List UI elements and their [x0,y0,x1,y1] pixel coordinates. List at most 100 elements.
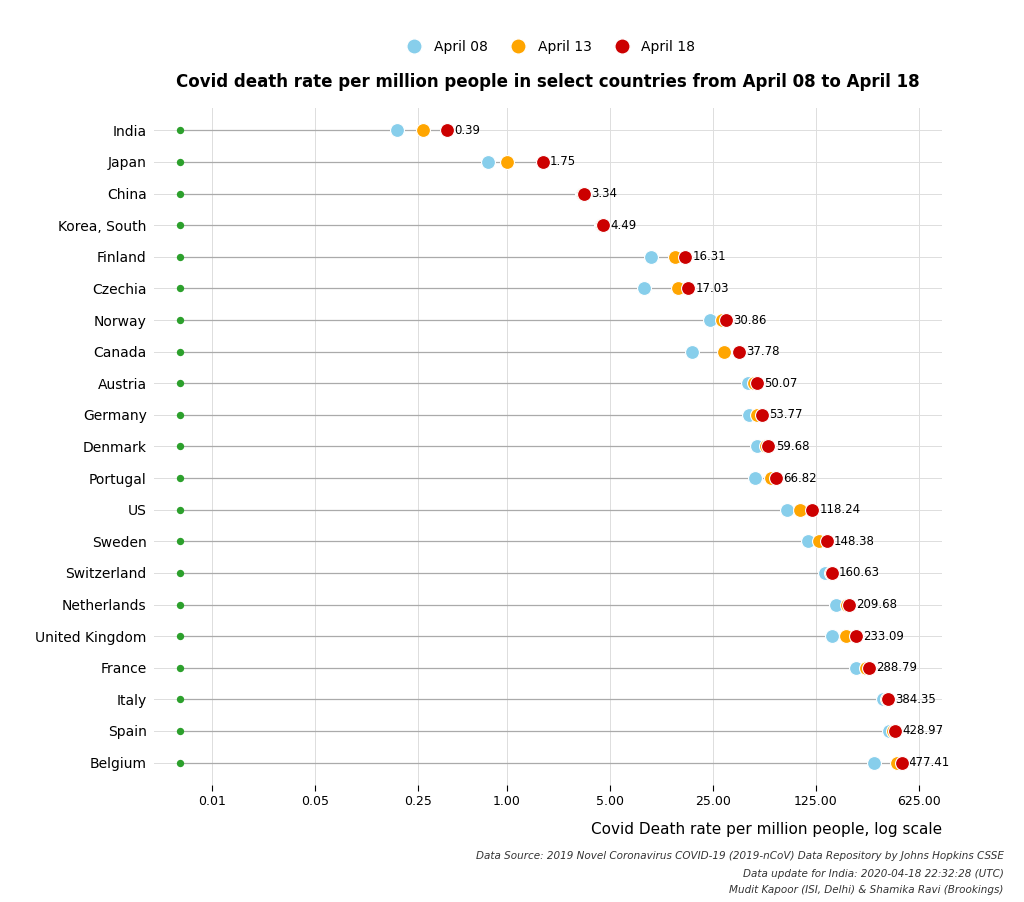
Point [841,597,857,612]
Point [745,376,762,391]
Text: 53.77: 53.77 [769,409,803,421]
Text: 4.49: 4.49 [610,218,637,232]
Point [636,281,652,296]
Point [823,566,840,580]
Point [171,124,187,138]
Point [171,408,187,422]
Text: 1.75: 1.75 [550,155,577,169]
Point [593,218,609,233]
Point [760,439,776,454]
Text: 160.63: 160.63 [839,566,880,579]
Point [171,502,187,517]
Point [887,723,903,738]
Point [811,534,827,548]
Point [171,597,187,612]
Point [702,313,719,327]
Point [499,155,515,170]
Text: 477.41: 477.41 [908,756,950,769]
Text: 30.86: 30.86 [733,314,767,327]
Legend: April 08, April 13, April 18: April 08, April 13, April 18 [394,34,701,60]
Point [171,281,187,296]
Point [848,629,864,643]
Point [575,187,592,201]
Text: 118.24: 118.24 [819,503,860,516]
Point [848,660,864,675]
Point [823,629,840,643]
Point [171,723,187,738]
Title: Covid death rate per million people in select countries from April 08 to April 1: Covid death rate per million people in s… [176,73,920,91]
Point [893,755,909,769]
Point [749,376,765,391]
Point [879,692,895,706]
Point [714,313,730,327]
Point [595,218,611,233]
Point [171,534,187,548]
Point [731,345,748,359]
Text: Mudit Kapoor (ISI, Delhi) & Shamika Ravi (Brookings): Mudit Kapoor (ISI, Delhi) & Shamika Ravi… [729,885,1004,895]
Point [857,660,873,675]
Point [171,692,187,706]
Point [575,187,592,201]
Text: 233.09: 233.09 [863,630,904,642]
Point [800,534,816,548]
Text: 209.68: 209.68 [856,598,897,611]
Text: 16.31: 16.31 [692,251,726,263]
Point [839,597,855,612]
Point [171,566,187,580]
Point [804,502,820,517]
Text: 288.79: 288.79 [877,661,918,675]
Point [885,723,901,738]
Point [817,566,834,580]
Point [739,376,756,391]
Point [389,124,406,138]
Point [880,692,896,706]
Point [677,250,693,264]
Point [749,408,765,422]
Point [171,313,187,327]
Point [171,660,187,675]
Point [818,534,835,548]
Point [171,345,187,359]
Point [438,124,455,138]
Text: 37.78: 37.78 [746,345,780,358]
Text: 59.68: 59.68 [776,440,809,453]
Point [480,155,497,170]
Text: 428.97: 428.97 [902,724,943,738]
Point [838,629,854,643]
Point [415,124,431,138]
Point [171,755,187,769]
Text: 384.35: 384.35 [895,693,936,706]
Point [171,155,187,170]
Point [881,723,897,738]
Point [680,281,696,296]
Point [667,250,683,264]
Point [828,597,845,612]
Text: Data update for India: 2020-04-18 22:32:28 (UTC): Data update for India: 2020-04-18 22:32:… [742,869,1004,879]
Point [718,313,734,327]
Point [171,218,187,233]
Text: 3.34: 3.34 [591,187,617,200]
Point [746,471,763,485]
Point [754,408,770,422]
Point [876,692,892,706]
Point [171,439,187,454]
Point [792,502,808,517]
Text: 0.39: 0.39 [454,124,480,137]
Point [684,345,700,359]
Point [889,755,905,769]
Point [643,250,659,264]
Point [171,250,187,264]
Text: 148.38: 148.38 [834,535,874,548]
Text: 66.82: 66.82 [783,472,816,484]
Point [768,471,784,485]
Point [758,439,774,454]
Point [865,755,882,769]
Point [171,629,187,643]
Text: 50.07: 50.07 [765,377,798,390]
Point [171,187,187,201]
Text: Covid Death rate per million people, log scale: Covid Death rate per million people, log… [591,822,942,837]
Point [779,502,796,517]
Point [594,218,610,233]
Text: 17.03: 17.03 [695,282,729,295]
Text: Data Source: 2019 Novel Coronavirus COVID-19 (2019-nCoV) Data Repository by John: Data Source: 2019 Novel Coronavirus COVI… [475,851,1004,861]
